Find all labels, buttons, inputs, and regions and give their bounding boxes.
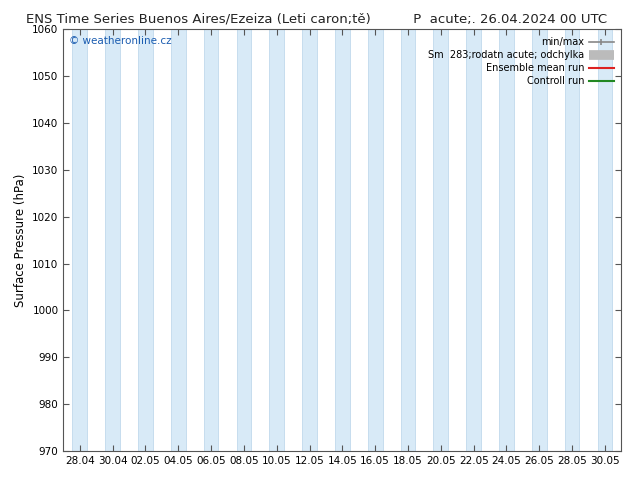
Bar xyxy=(434,29,448,451)
Bar xyxy=(72,29,87,451)
Y-axis label: Surface Pressure (hPa): Surface Pressure (hPa) xyxy=(14,173,27,307)
Bar xyxy=(302,29,317,451)
Bar xyxy=(532,29,547,451)
Bar xyxy=(401,29,415,451)
Bar xyxy=(269,29,284,451)
Bar xyxy=(499,29,514,451)
Text: ENS Time Series Buenos Aires/Ezeiza (Leti caron;tě)          P  acute;. 26.04.20: ENS Time Series Buenos Aires/Ezeiza (Let… xyxy=(27,12,607,25)
Bar xyxy=(335,29,350,451)
Bar xyxy=(236,29,251,451)
Bar xyxy=(565,29,579,451)
Bar xyxy=(466,29,481,451)
Legend: min/max, Sm  283;rodatn acute; odchylka, Ensemble mean run, Controll run: min/max, Sm 283;rodatn acute; odchylka, … xyxy=(425,34,616,89)
Bar xyxy=(597,29,612,451)
Text: © weatheronline.cz: © weatheronline.cz xyxy=(69,36,172,46)
Bar xyxy=(368,29,382,451)
Bar xyxy=(204,29,219,451)
Bar xyxy=(105,29,120,451)
Bar xyxy=(138,29,153,451)
Bar xyxy=(171,29,186,451)
